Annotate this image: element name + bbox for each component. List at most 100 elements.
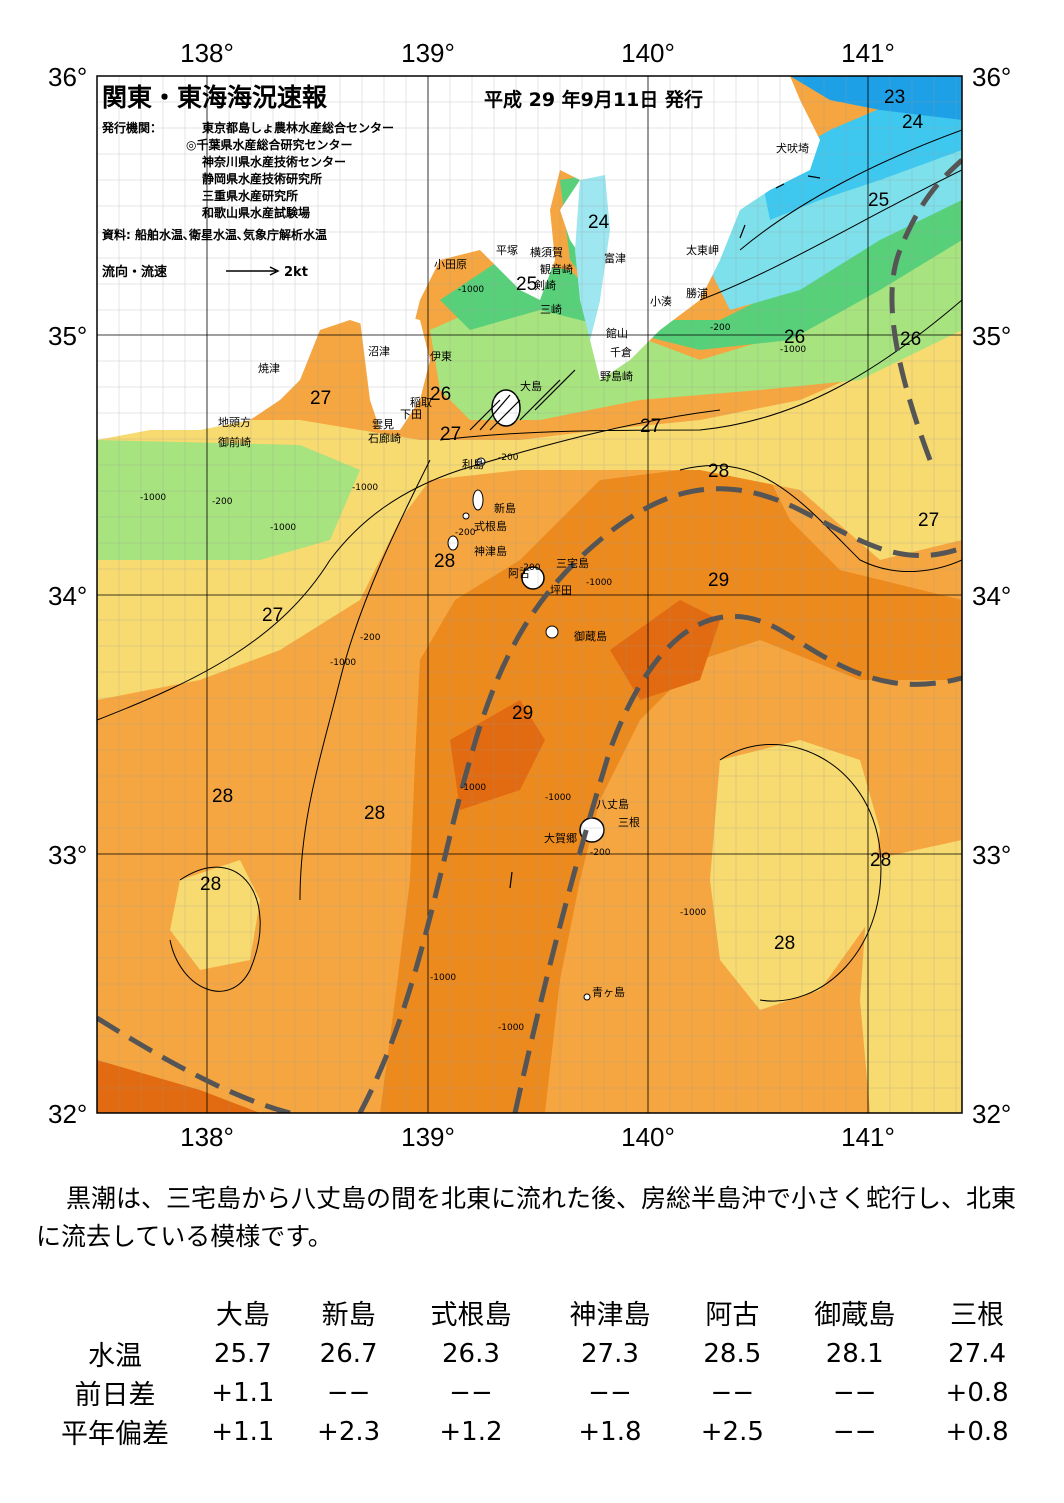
table-cell: −− xyxy=(449,1377,493,1408)
depth-label: -1000 xyxy=(430,973,456,983)
lon-axis-bottom: 138° 139° 140° 141° xyxy=(180,1122,895,1152)
table-corner xyxy=(40,1290,190,1334)
depth-label: -1000 xyxy=(780,345,806,355)
table-cell: +1.1 xyxy=(211,1416,275,1447)
isotherm-label: 28 xyxy=(708,461,729,482)
place-name: 式根島 xyxy=(474,519,507,533)
island-shikinejima xyxy=(462,512,470,520)
place-name: 新島 xyxy=(494,501,516,515)
depth-label: -200 xyxy=(590,848,611,858)
place-name: 石廊崎 xyxy=(368,431,401,445)
table-cell: 27.4 xyxy=(948,1338,1007,1369)
flow-legend-label: 流向・流速 xyxy=(102,264,167,280)
place-name: 坪田 xyxy=(550,584,572,597)
depth-label: -1000 xyxy=(330,658,356,668)
depth-label: -200 xyxy=(455,528,476,538)
table-row: 平年偏差 +1.1 +2.3 +1.2 +1.8 +2.5 −− +0.8 xyxy=(40,1412,1030,1451)
lon-label: 141° xyxy=(841,38,895,68)
isotherm-label: 27 xyxy=(640,416,661,437)
table-cell: +2.3 xyxy=(317,1416,381,1447)
lon-label: 138° xyxy=(180,38,234,68)
place-name: 平塚 xyxy=(496,244,518,257)
publisher: 神奈川県水産技術センター xyxy=(202,154,346,169)
column-header: 神津島 xyxy=(569,1299,651,1331)
lon-label: 139° xyxy=(401,38,455,68)
table-header-row: 大島 新島 式根島 神津島 阿古 御蔵島 三根 xyxy=(40,1290,1030,1334)
lat-label: 34° xyxy=(972,581,1011,611)
place-name: 稲取 xyxy=(410,396,432,409)
table-cell: +1.2 xyxy=(439,1416,503,1447)
lat-label: 36° xyxy=(48,62,87,92)
flow-legend-scale: 2kt xyxy=(284,265,308,280)
depth-label: -1000 xyxy=(680,908,706,918)
column-header: 阿古 xyxy=(705,1299,760,1331)
place-name: 八丈島 xyxy=(596,797,629,811)
isotherm-label: 28 xyxy=(870,850,891,871)
lat-axis-right: 36° 35° 34° 33° 32° xyxy=(972,62,1011,1129)
place-name: 御蔵島 xyxy=(574,629,607,643)
isotherm-label: 28 xyxy=(212,786,233,807)
isotherm-label-group: 23 24 24 25 25 26 26 26 27 27 27 27 27 2… xyxy=(200,87,939,954)
depth-label: -200 xyxy=(520,563,541,573)
table-cell: 28.5 xyxy=(703,1338,762,1369)
place-name: 伊東 xyxy=(430,350,452,363)
place-name: 御前崎 xyxy=(218,435,251,449)
place-name: 観音崎 xyxy=(540,262,573,276)
place-name: 焼津 xyxy=(258,362,280,375)
publisher-label: 発行機関： xyxy=(101,120,162,135)
isotherm-label: 29 xyxy=(512,703,533,724)
isotherm-label: 24 xyxy=(588,212,610,233)
isotherm-label: 29 xyxy=(708,570,729,591)
sst-band-30 xyxy=(610,600,720,700)
isotherm-label: 26 xyxy=(430,384,451,405)
place-name: 千倉 xyxy=(610,345,632,359)
column-header: 御蔵島 xyxy=(814,1299,896,1331)
isotherm-label: 27 xyxy=(918,510,939,531)
place-name: 沼津 xyxy=(368,344,390,358)
isotherm-label: 24 xyxy=(902,112,924,133)
place-name: 大島 xyxy=(520,379,542,393)
table-cell: 28.1 xyxy=(825,1338,884,1369)
depth-label-group: -1000 -200 -1000 -1000 -200 -1000 -200 -… xyxy=(140,285,806,1033)
lat-label: 35° xyxy=(48,321,87,351)
depth-label: -1000 xyxy=(140,493,166,503)
place-name: 利島 xyxy=(462,457,484,471)
isotherm-label: 28 xyxy=(200,874,221,895)
isotherm-label: 25 xyxy=(516,274,537,295)
table-cell: 26.7 xyxy=(319,1338,378,1369)
place-name: 小湊 xyxy=(650,294,672,308)
island-niijima xyxy=(472,489,484,511)
row-header: 水温 xyxy=(88,1341,142,1372)
lat-label: 36° xyxy=(972,62,1011,92)
place-name: 犬吠埼 xyxy=(776,141,809,155)
issue-date: 平成 29 年9月11日 発行 xyxy=(484,88,703,111)
table-cell: 26.3 xyxy=(442,1338,500,1369)
summary-text: 黒潮は、三宅島から八丈島の間を北東に流れた後、房総半島沖で小さく蛇行し、北東に流… xyxy=(36,1184,1017,1251)
flow-legend-arrowhead xyxy=(269,266,280,276)
sst-band-22 xyxy=(790,76,962,120)
water-temperature-table: 大島 新島 式根島 神津島 阿古 御蔵島 三根 水温 25.7 26.7 26.… xyxy=(40,1290,1030,1451)
isotherm-label: 26 xyxy=(900,329,921,350)
isotherms xyxy=(97,129,962,1002)
lat-label: 34° xyxy=(48,581,87,611)
lon-label: 140° xyxy=(621,1122,675,1152)
isotherm-label: 28 xyxy=(774,933,795,954)
sst-band-30 xyxy=(450,700,545,810)
depth-label: -200 xyxy=(498,453,519,463)
column-header: 式根島 xyxy=(430,1299,512,1331)
sst-band-27 xyxy=(710,740,880,1010)
publisher: 和歌山県水産試験場 xyxy=(201,205,310,220)
place-name: 阿古 xyxy=(508,567,530,580)
depth-label: -1000 xyxy=(545,793,571,803)
island-mikurajima xyxy=(545,625,559,639)
depth-label: -200 xyxy=(710,323,731,333)
place-name: 富津 xyxy=(604,251,626,265)
tokyo-bay xyxy=(575,175,610,340)
lat-label: 33° xyxy=(972,840,1011,870)
lat-lon-grid xyxy=(97,76,962,1113)
isotherm-label: 27 xyxy=(440,424,461,445)
lon-label: 141° xyxy=(841,1122,895,1152)
table-cell: −− xyxy=(832,1416,877,1447)
table-cell: +1.1 xyxy=(211,1377,275,1408)
isotherm-label: 28 xyxy=(434,551,455,572)
